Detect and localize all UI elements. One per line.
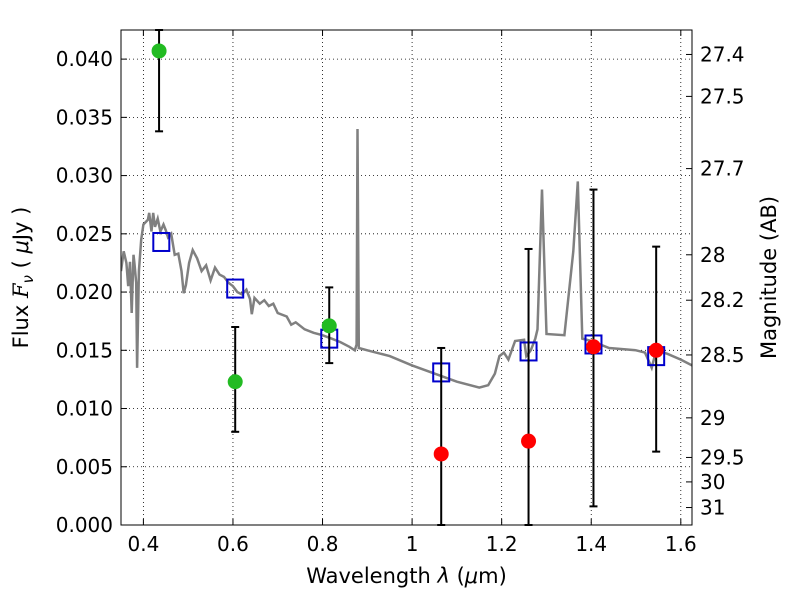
plot-data [121, 29, 692, 526]
right-tick-label: 31 [700, 496, 725, 520]
measured-flux-point [433, 446, 449, 462]
y-tick-label: 0.025 [56, 222, 113, 246]
measured-flux-point [227, 374, 243, 390]
x-tick-label: 1.6 [665, 532, 697, 556]
right-tick-label: 27.7 [700, 157, 745, 181]
y-tick-label: 0.020 [56, 280, 113, 304]
plot-frame [120, 29, 693, 526]
y-tick-label: 0.040 [56, 47, 113, 71]
model-square-point [226, 278, 245, 299]
y-axis-label: Flux Fν ( μJy ) [9, 207, 37, 349]
right-tick-label: 28.5 [700, 343, 745, 367]
y-tick-label: 0.035 [56, 105, 113, 129]
measured-flux-point [321, 318, 337, 334]
measured-flux-point [648, 342, 664, 358]
y-axis-label-right: Magnitude (AB) [757, 196, 781, 359]
right-tick-label: 28 [700, 243, 725, 267]
y-tick-label: 0.030 [56, 164, 113, 188]
measured-flux-point [521, 433, 537, 449]
measured-flux-point [151, 43, 167, 59]
grid [121, 30, 692, 526]
right-tick-label: 29 [700, 406, 725, 430]
x-tick-label: 0.4 [127, 532, 159, 556]
x-tick-label: 0.8 [307, 532, 339, 556]
x-axis-label: Wavelength λ (μm) [306, 564, 507, 588]
x-tick-label: 1.2 [486, 532, 518, 556]
model-square-point [152, 231, 171, 252]
spectrum-line [121, 128, 692, 389]
x-tick-label: 1 [406, 532, 419, 556]
right-tick-label: 30 [700, 470, 725, 494]
y-tick-label: 0.015 [56, 338, 113, 362]
x-tick-label: 0.6 [217, 532, 249, 556]
y-tick-label: 0.000 [56, 513, 113, 537]
y-tick-label: 0.010 [56, 397, 113, 421]
right-tick-label: 27.4 [700, 42, 745, 66]
x-tick-label: 1.4 [575, 532, 607, 556]
right-tick-label: 27.5 [700, 84, 745, 108]
right-tick-label: 28.2 [700, 288, 745, 312]
measured-flux-point [585, 339, 601, 355]
right-tick-label: 29.5 [700, 445, 745, 469]
y-tick-label: 0.005 [56, 455, 113, 479]
ticks: 0.4 0.6 0.8 1 1.2 1.4 1.6 0.000 0.005 0.010 0.015 0… [56, 30, 745, 556]
